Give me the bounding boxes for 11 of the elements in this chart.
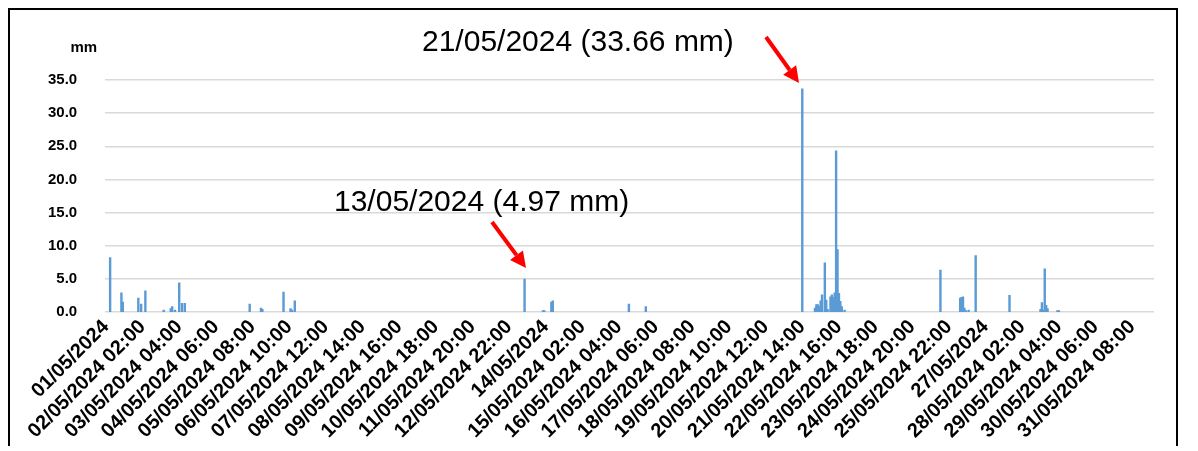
y-tick-label: 5.0 — [56, 269, 78, 287]
y-axis-title: mm — [70, 38, 98, 56]
text: 21/05/2024 (33.66 mm) — [422, 24, 734, 58]
y-tick-label: 0.0 — [56, 302, 78, 320]
y-tick-label: 20.0 — [47, 169, 78, 187]
annotation: 13/05/2024 (4.97 mm) — [334, 184, 630, 218]
y-tick-label: 10.0 — [47, 235, 78, 253]
y-tick-label: 35.0 — [47, 70, 78, 88]
y-tick-label: 15.0 — [47, 202, 78, 220]
y-tick-label: 30.0 — [47, 103, 78, 121]
y-tick-label: 25.0 — [47, 136, 78, 154]
